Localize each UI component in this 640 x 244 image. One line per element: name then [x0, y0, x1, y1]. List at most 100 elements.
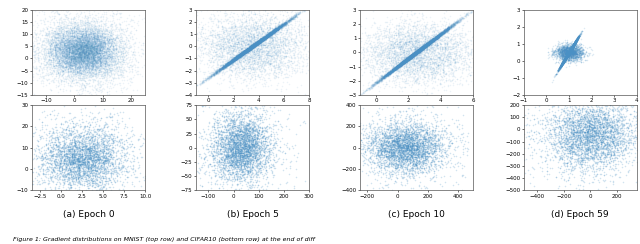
Point	[250, 43, 260, 47]
Point	[81, 60, 92, 64]
Point	[256, 36, 266, 40]
Point	[287, 17, 298, 21]
Point	[268, 29, 278, 33]
Point	[110, 52, 120, 56]
Point	[42, 30, 52, 34]
Point	[609, 128, 620, 132]
Point	[63, 52, 74, 56]
Point	[239, 51, 249, 54]
Point	[422, 73, 433, 77]
Point	[412, 49, 422, 53]
Point	[255, 17, 266, 21]
Point	[229, 57, 239, 61]
Point	[265, 29, 275, 33]
Point	[92, 171, 102, 175]
Point	[250, 141, 260, 145]
Point	[51, 53, 61, 57]
Point	[587, 129, 597, 133]
Point	[422, 151, 432, 155]
Point	[214, 132, 224, 136]
Point	[31, 146, 41, 150]
Point	[398, 49, 408, 52]
Point	[273, 65, 284, 69]
Point	[405, 123, 415, 127]
Point	[566, 47, 576, 51]
Point	[405, 56, 415, 60]
Point	[245, 145, 255, 149]
Point	[213, 142, 223, 146]
Point	[397, 60, 408, 64]
Point	[410, 52, 420, 56]
Point	[201, 132, 211, 136]
Point	[567, 45, 577, 49]
Point	[390, 67, 401, 71]
Point	[564, 51, 574, 55]
Point	[408, 143, 418, 147]
Point	[427, 38, 437, 42]
Point	[223, 46, 234, 50]
Point	[380, 168, 390, 172]
Point	[568, 44, 579, 48]
Point	[434, 35, 444, 39]
Point	[433, 34, 443, 38]
Point	[61, 52, 71, 56]
Point	[103, 43, 113, 47]
Point	[244, 47, 255, 51]
Point	[269, 28, 280, 32]
Point	[385, 48, 395, 52]
Point	[246, 138, 256, 142]
Point	[65, 50, 76, 54]
Point	[245, 47, 255, 51]
Point	[563, 52, 573, 56]
Point	[77, 48, 87, 51]
Point	[422, 43, 432, 47]
Point	[406, 37, 417, 41]
Point	[244, 135, 255, 139]
Point	[75, 43, 85, 47]
Point	[277, 21, 287, 25]
Point	[419, 46, 429, 50]
Point	[262, 143, 272, 147]
Point	[281, 21, 291, 25]
Point	[467, 10, 477, 13]
Point	[53, 57, 63, 61]
Point	[434, 163, 444, 167]
Point	[445, 47, 456, 51]
Point	[591, 148, 602, 152]
Point	[435, 30, 445, 34]
Point	[44, 35, 54, 39]
Point	[84, 42, 94, 46]
Point	[129, 159, 139, 163]
Point	[566, 47, 577, 51]
Point	[116, 27, 127, 31]
Point	[118, 146, 128, 150]
Point	[227, 20, 237, 24]
Point	[396, 64, 406, 68]
Point	[275, 23, 285, 27]
Point	[401, 160, 412, 164]
Point	[82, 39, 92, 42]
Point	[394, 125, 404, 129]
Point	[82, 70, 92, 74]
Point	[83, 52, 93, 56]
Point	[394, 129, 404, 133]
Point	[274, 26, 284, 30]
Point	[436, 32, 446, 36]
Point	[221, 117, 232, 121]
Point	[254, 38, 264, 42]
Point	[570, 42, 580, 46]
Point	[266, 22, 276, 26]
Point	[367, 54, 378, 58]
Point	[225, 111, 236, 114]
Point	[438, 31, 449, 35]
Point	[238, 51, 248, 55]
Point	[431, 65, 441, 69]
Point	[81, 50, 91, 54]
Point	[246, 45, 257, 49]
Point	[253, 43, 263, 47]
Point	[563, 53, 573, 57]
Point	[572, 53, 582, 57]
Point	[260, 33, 271, 37]
Point	[443, 27, 453, 31]
Point	[465, 61, 476, 64]
